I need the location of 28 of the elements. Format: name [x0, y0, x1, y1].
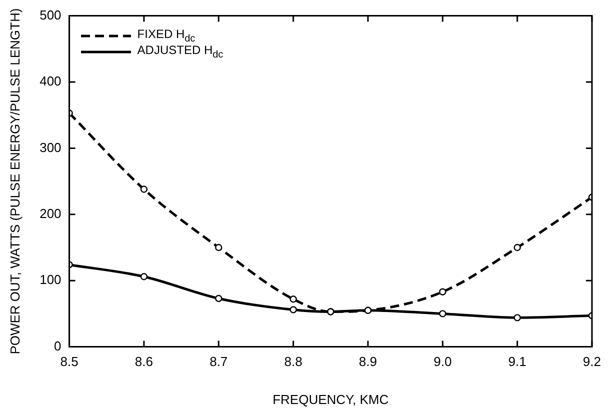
legend-label: ADJUSTED H$_{dc}$: [137, 43, 224, 60]
x-tick-label: 8.8: [284, 354, 302, 370]
point: [215, 244, 222, 252]
x-tick-label: 8.6: [134, 354, 153, 370]
y-tick-label: 300: [40, 140, 62, 155]
x-tick-label: 9.0: [434, 354, 452, 370]
point: [290, 306, 297, 314]
x-axis-title: FREQUENCY, KMC: [272, 392, 389, 407]
y-axis-title: POWER OUT, WATTS (PULSE ENERGY/PULSE LENGTH): [7, 8, 22, 354]
point: [215, 294, 222, 302]
x-tick-label: 9.2: [582, 354, 602, 370]
point: [439, 310, 446, 318]
x-tick-label: 8.5: [60, 354, 78, 370]
y-tick-label: 400: [40, 74, 62, 89]
y-tick-label: 0: [54, 338, 62, 354]
x-tick-label: 8.9: [358, 354, 377, 370]
point: [514, 244, 521, 252]
point: [140, 186, 148, 193]
point: [290, 296, 297, 303]
y-tick-label: 100: [40, 272, 62, 288]
y-tick-label: 200: [40, 206, 62, 221]
x-tick-label: 8.7: [210, 354, 228, 370]
x-tick-label: 9.1: [508, 354, 526, 370]
point: [514, 314, 521, 322]
point: [439, 288, 446, 296]
legend-label: FIXED H$_{dc}$: [137, 27, 196, 44]
y-tick-label: 500: [40, 7, 62, 22]
point: [140, 273, 148, 280]
